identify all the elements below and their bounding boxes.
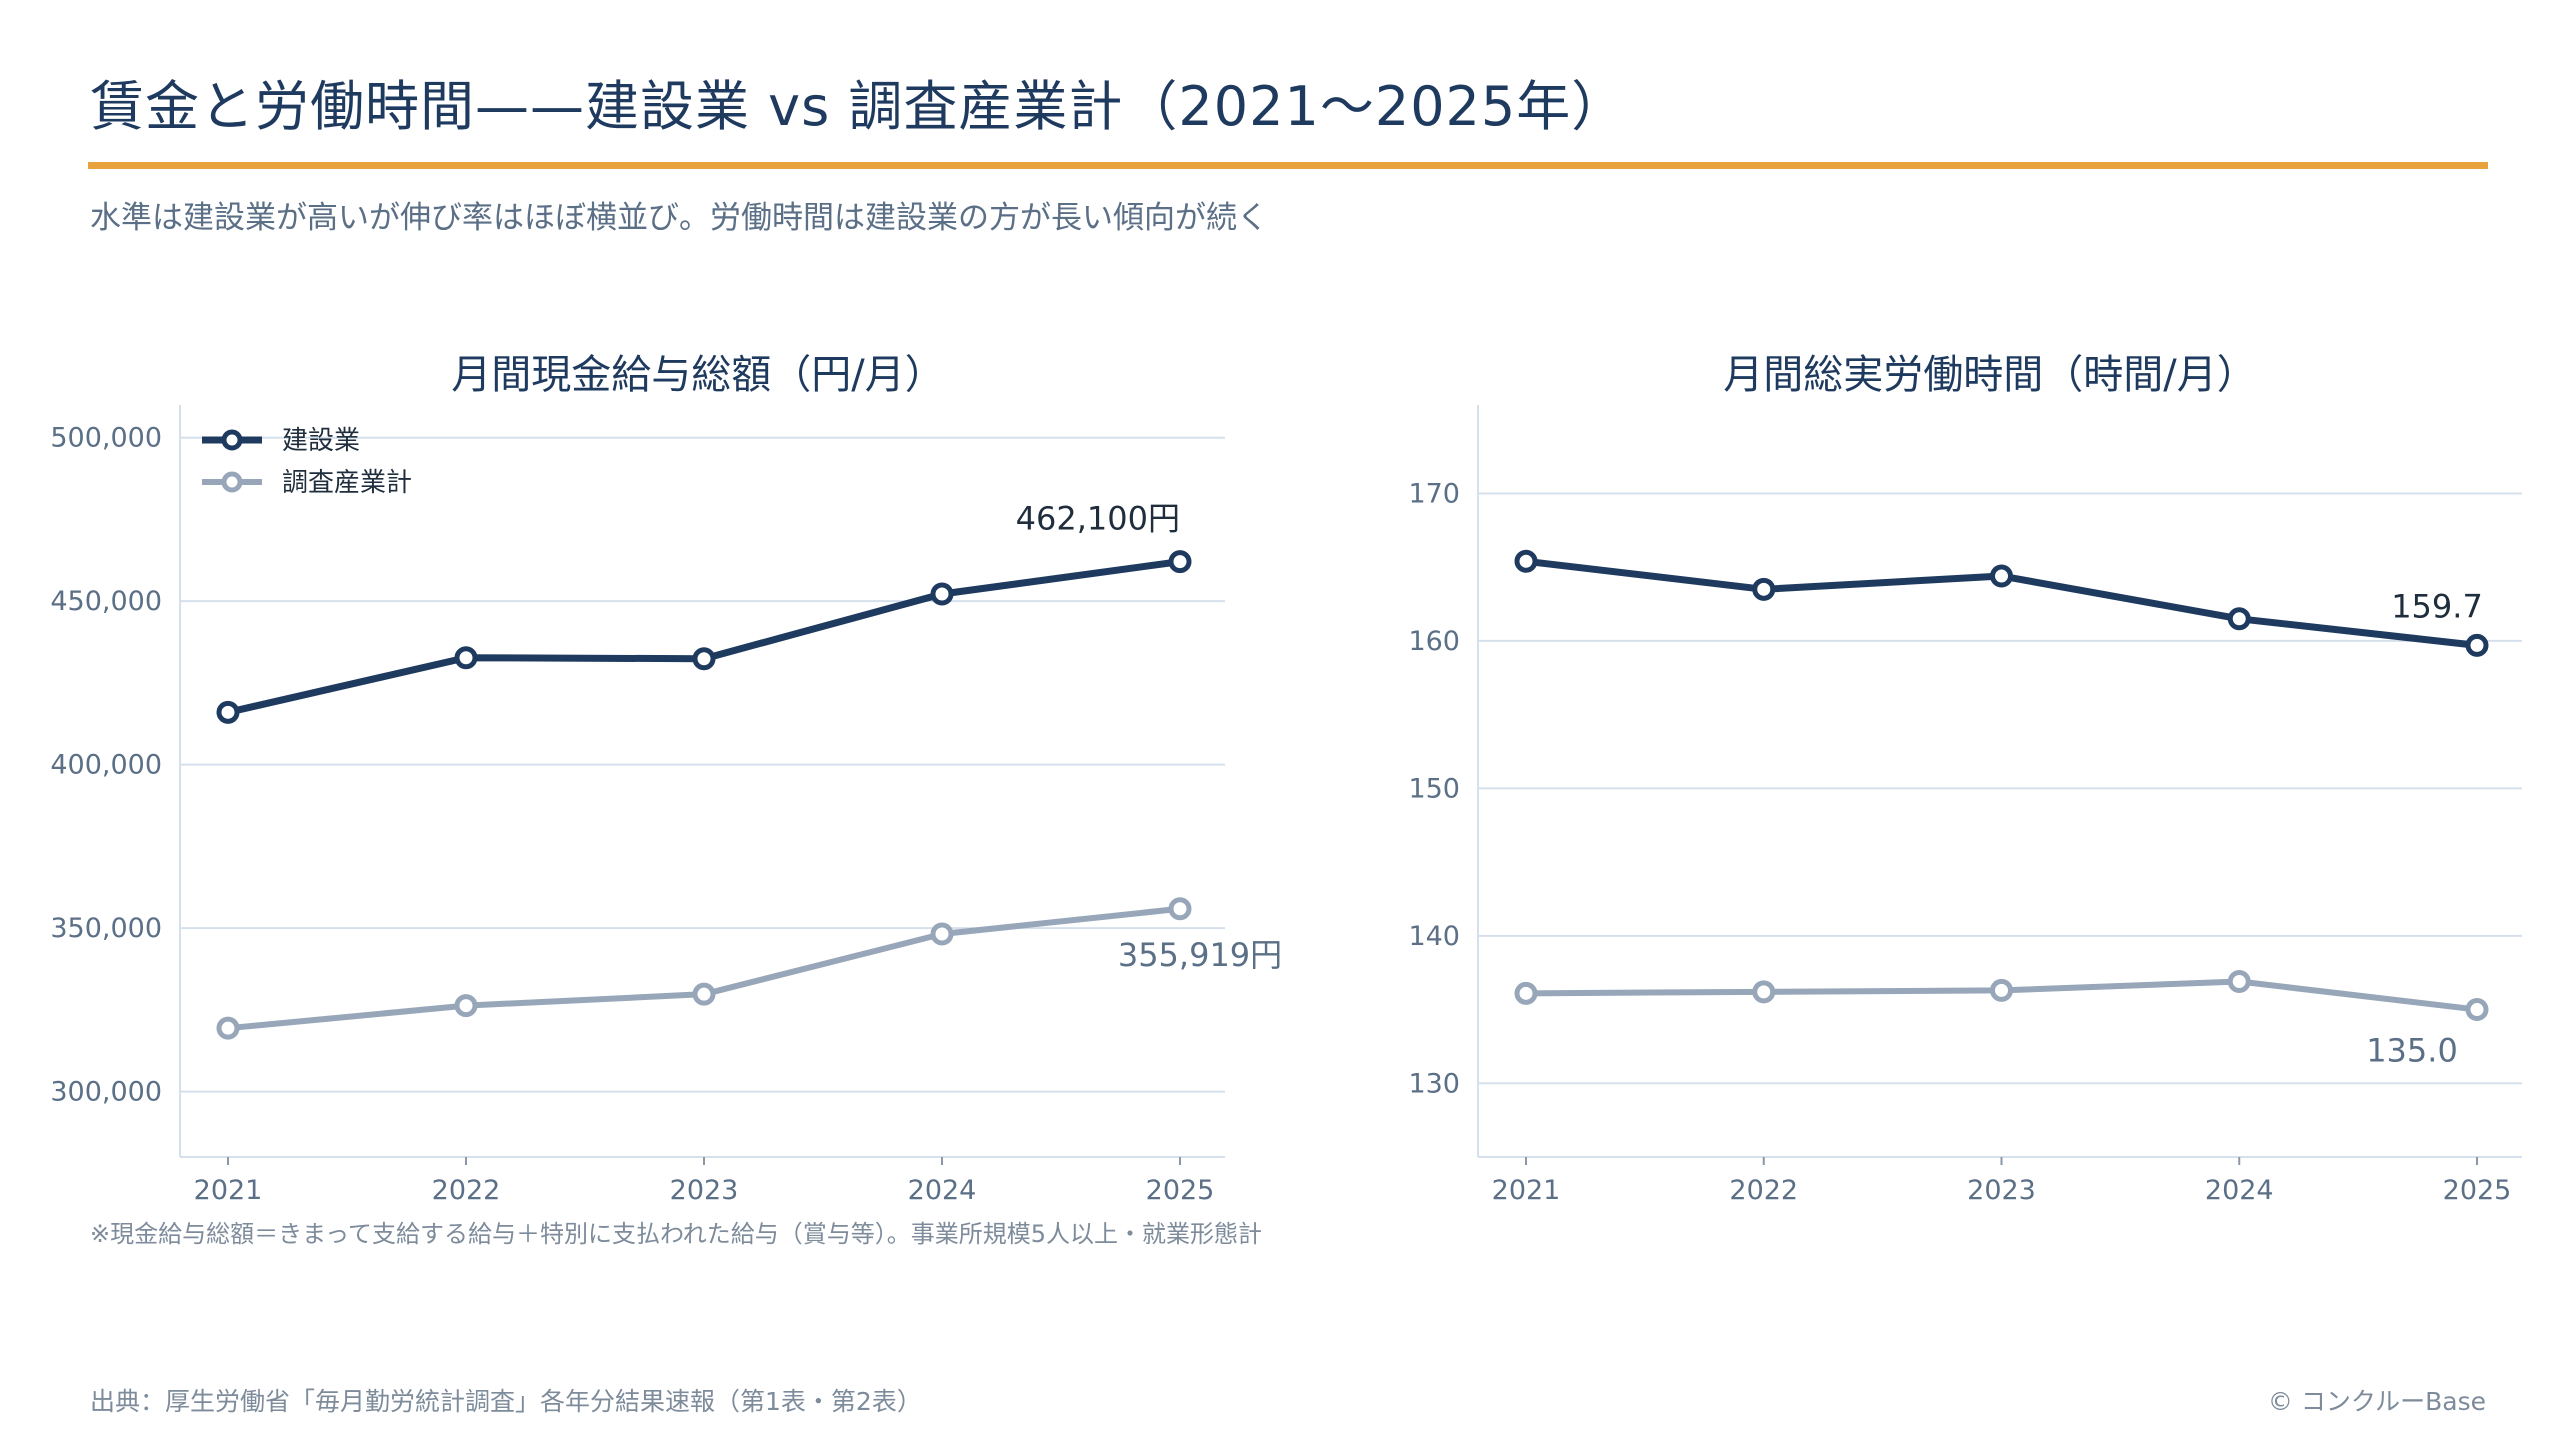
legend-label: 調査産業計 — [282, 468, 412, 498]
wage-chart-title: 月間現金給与総額（円/月） — [451, 352, 945, 398]
wage-y-tick-label: 300,000 — [50, 1077, 162, 1108]
hours-y-tick-label: 150 — [1408, 773, 1460, 804]
copyright: © コンクルーBase — [2267, 1387, 2486, 1416]
hours-data-point-all-industries — [1514, 981, 1538, 1005]
page-subtitle: 水準は建設業が高いが伸び率はほぼ横並び。労働時間は建設業の方が長い傾向が続く — [90, 200, 1268, 236]
source-citation: 出典：厚生労働省「毎月勤労統計調査」各年分結果速報（第1表・第2表） — [90, 1387, 922, 1416]
page-title: 賃金と労働時間——建設業 vs 調査産業計（2021〜2025年） — [90, 75, 1627, 138]
hours-data-label-construction: 159.7 — [2391, 587, 2483, 625]
legend-swatch-marker — [221, 471, 243, 493]
wage-y-tick-label: 500,000 — [50, 423, 162, 454]
legend-label: 建設業 — [282, 426, 360, 456]
hours-data-point-construction — [1752, 577, 1776, 601]
hours-y-tick-label: 140 — [1408, 921, 1460, 952]
wage-data-label-construction: 462,100円 — [1016, 500, 1180, 538]
hours-x-tick-label: 2024 — [2205, 1175, 2274, 1206]
hours-y-tick-label: 160 — [1408, 626, 1460, 657]
wage-data-label-all-industries: 355,919円 — [1118, 936, 1282, 974]
hours-data-point-construction — [2227, 607, 2251, 631]
hours-x-tick-label: 2025 — [2443, 1175, 2512, 1206]
wage-x-tick-label: 2021 — [194, 1175, 263, 1206]
hours-data-point-all-industries — [1752, 980, 1776, 1004]
wage-data-point-construction — [216, 700, 240, 724]
hours-y-tick-label: 170 — [1408, 478, 1460, 509]
hours-data-point-all-industries — [1990, 978, 2013, 1002]
wage-y-tick-label: 450,000 — [50, 586, 162, 617]
wage-chart: 300,000 350,000 400,000 450,000 500,000 2021 2… — [50, 405, 1282, 1206]
wage-data-point-construction — [454, 646, 478, 670]
hours-data-point-all-industries — [2465, 998, 2489, 1022]
wage-data-point-all-industries — [692, 982, 716, 1006]
hours-y-tick-label: 130 — [1408, 1068, 1460, 1099]
wage-series-line-all-industries — [225, 905, 1183, 1032]
hours-data-label-all-industries: 135.0 — [2366, 1032, 2458, 1070]
hours-x-tick-label: 2023 — [1967, 1175, 2036, 1206]
wage-data-point-all-industries — [216, 1016, 240, 1040]
wage-data-point-all-industries — [930, 922, 954, 946]
wage-data-point-construction — [930, 582, 954, 606]
wage-data-point-construction — [1168, 550, 1192, 574]
wage-x-tick-label: 2022 — [432, 1175, 501, 1206]
wage-y-tick-label: 400,000 — [50, 750, 162, 781]
wage-x-tick-label: 2023 — [670, 1175, 739, 1206]
wage-chart-note: ※現金給与総額＝きまって支給する給与＋特別に支払われた給与（賞与等）。事業所規模… — [90, 1220, 1263, 1248]
wage-x-tick-label: 2024 — [908, 1175, 977, 1206]
title-rule — [88, 162, 2488, 169]
hours-data-point-construction — [1514, 549, 1538, 573]
legend-swatch-marker — [221, 429, 243, 451]
wage-data-point-all-industries — [454, 994, 478, 1018]
hours-data-point-construction — [2465, 633, 2489, 657]
hours-chart-title: 月間総実労働時間（時間/月） — [1723, 352, 2257, 398]
hours-x-tick-label: 2022 — [1729, 1175, 1798, 1206]
hours-data-point-all-industries — [2227, 970, 2251, 994]
wage-x-tick-label: 2025 — [1146, 1175, 1215, 1206]
wage-data-point-all-industries — [1168, 897, 1192, 921]
wage-series-line-construction — [224, 558, 1184, 716]
wage-data-point-construction — [692, 647, 716, 671]
hours-data-point-construction — [1990, 564, 2013, 588]
hours-chart: 130 140 150 160 170 2021 2022 2023 2024 2025 135.0… — [1408, 405, 2522, 1206]
wage-y-tick-label: 350,000 — [50, 913, 162, 944]
hours-x-tick-label: 2021 — [1492, 1175, 1561, 1206]
